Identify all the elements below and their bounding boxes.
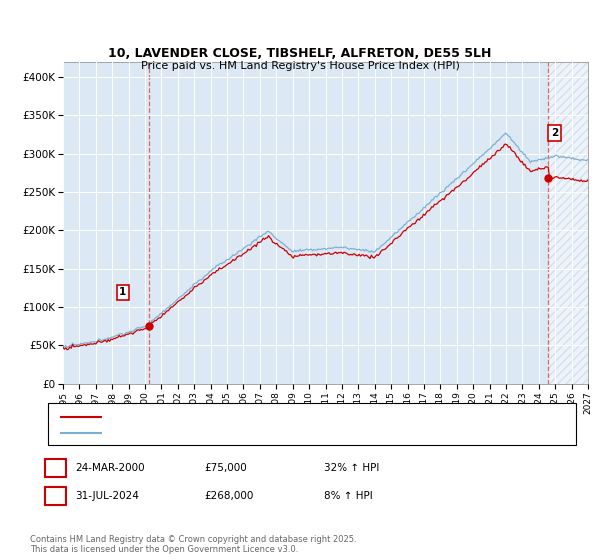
Bar	[548, 62, 588, 384]
Text: 10, LAVENDER CLOSE, TIBSHELF, ALFRETON, DE55 5LH (detached house): 10, LAVENDER CLOSE, TIBSHELF, ALFRETON, …	[108, 412, 468, 422]
Text: 24-MAR-2000: 24-MAR-2000	[75, 463, 145, 473]
Text: 1: 1	[119, 287, 127, 297]
Text: HPI: Average price, detached house, Bolsover: HPI: Average price, detached house, Bols…	[108, 428, 331, 438]
Text: 32% ↑ HPI: 32% ↑ HPI	[324, 463, 379, 473]
Text: 2: 2	[52, 491, 59, 501]
Text: £75,000: £75,000	[204, 463, 247, 473]
Text: 10, LAVENDER CLOSE, TIBSHELF, ALFRETON, DE55 5LH: 10, LAVENDER CLOSE, TIBSHELF, ALFRETON, …	[109, 46, 491, 60]
Text: Contains HM Land Registry data © Crown copyright and database right 2025.
This d: Contains HM Land Registry data © Crown c…	[30, 535, 356, 554]
Text: Price paid vs. HM Land Registry's House Price Index (HPI): Price paid vs. HM Land Registry's House …	[140, 61, 460, 71]
Text: 1: 1	[52, 463, 59, 473]
Bar	[548, 62, 588, 384]
Text: 2: 2	[551, 128, 558, 138]
Text: £268,000: £268,000	[204, 491, 253, 501]
Text: 8% ↑ HPI: 8% ↑ HPI	[324, 491, 373, 501]
Text: 31-JUL-2024: 31-JUL-2024	[75, 491, 139, 501]
